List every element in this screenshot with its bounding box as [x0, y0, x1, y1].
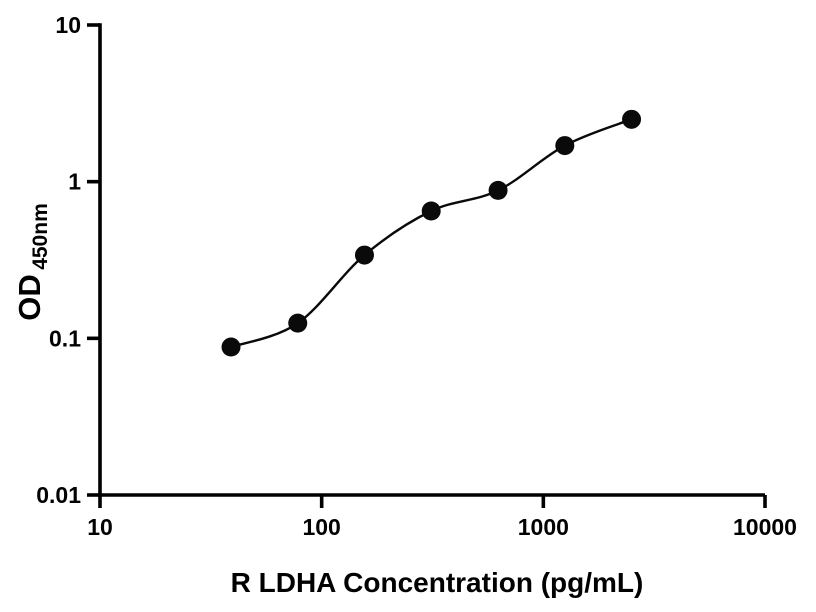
- y-axis-title-main: OD: [12, 274, 47, 321]
- data-point: [221, 337, 241, 357]
- x-tick-label: 1000: [518, 514, 569, 540]
- y-tick-label: 1: [68, 169, 81, 195]
- y-axis-title-subscript: 450nm: [29, 203, 52, 270]
- fit-curve: [230, 118, 632, 349]
- plot-area: 10 100 1000 10000 0.01 0.1 1 10: [36, 12, 797, 540]
- data-point: [421, 201, 441, 221]
- x-axis-title: R LDHA Concentration (pg/mL): [231, 567, 644, 598]
- x-tick-label: 10000: [733, 514, 797, 540]
- x-tick-label: 100: [302, 514, 340, 540]
- data-point: [288, 313, 308, 333]
- y-tick-label: 0.01: [36, 482, 81, 508]
- data-point: [622, 109, 642, 129]
- y-axis-title: OD 450nm: [12, 203, 52, 321]
- data-point: [555, 136, 575, 156]
- data-point: [488, 180, 508, 200]
- x-tick-label: 10: [87, 514, 113, 540]
- y-tick-label: 0.1: [49, 325, 81, 351]
- data-point: [354, 245, 374, 265]
- y-tick-label: 10: [55, 12, 81, 38]
